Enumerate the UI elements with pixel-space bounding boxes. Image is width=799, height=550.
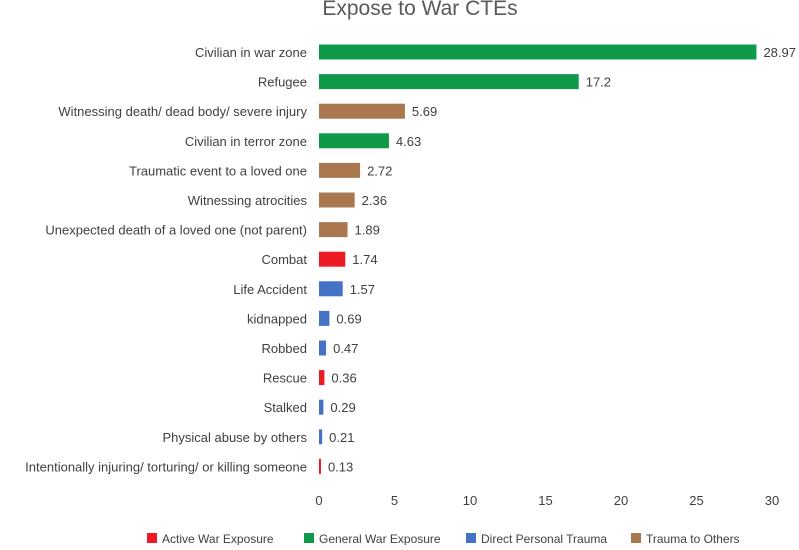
- bar-group: Rescue 0.36: [263, 370, 357, 386]
- data-label: 28.97: [763, 45, 796, 60]
- x-axis: 0 5 10 15 20 25 30: [315, 493, 779, 508]
- x-tick-label: 10: [463, 493, 477, 508]
- legend-item: Active War Exposure: [147, 532, 274, 546]
- data-label: 17.2: [586, 75, 611, 90]
- data-label: 2.36: [362, 193, 387, 208]
- bar-group: Civilian in terror zone 4.63: [185, 133, 421, 149]
- category-label: Civilian in war zone: [195, 45, 307, 60]
- bars-layer: Civilian in war zone 28.97 Refugee 17.2 Witn…: [25, 44, 796, 474]
- category-label: Witnessing death/ dead body/ severe inju…: [58, 104, 307, 119]
- data-label: 4.63: [396, 134, 421, 149]
- bar-group: Life Accident 1.57: [233, 281, 375, 297]
- data-label: 0.29: [330, 400, 355, 415]
- category-label: Robbed: [261, 341, 307, 356]
- category-label: Witnessing atrocities: [188, 193, 308, 208]
- legend-swatch: [466, 533, 476, 543]
- data-label: 0.21: [329, 430, 354, 445]
- bar: [319, 162, 361, 178]
- bar: [319, 281, 343, 297]
- bar: [319, 370, 325, 386]
- category-label: Stalked: [264, 400, 307, 415]
- category-label: Physical abuse by others: [162, 430, 307, 445]
- legend-swatch: [147, 533, 157, 543]
- legend-label: Active War Exposure: [162, 532, 274, 545]
- data-label: 5.69: [412, 104, 437, 119]
- bar-group: Robbed 0.47: [261, 340, 358, 356]
- bar: [319, 399, 324, 415]
- bar-group: Traumatic event to a loved one 2.72: [129, 162, 392, 178]
- category-label: kidnapped: [247, 311, 307, 326]
- bar: [319, 429, 323, 445]
- bar: [319, 74, 579, 90]
- data-label: 1.74: [352, 252, 377, 267]
- data-label: 1.57: [350, 282, 375, 297]
- bar-group: Witnessing death/ dead body/ severe inju…: [58, 103, 437, 119]
- bar-group: Civilian in war zone 28.97: [195, 44, 796, 60]
- category-label: Traumatic event to a loved one: [129, 163, 307, 178]
- legend-label: Direct Personal Trauma: [481, 532, 607, 545]
- bar: [319, 133, 389, 149]
- bar-group: Combat 1.74: [261, 251, 378, 267]
- bar-group: kidnapped 0.69: [247, 310, 362, 326]
- category-label: Life Accident: [233, 282, 307, 297]
- category-label: Rescue: [263, 371, 307, 386]
- legend-swatch: [304, 533, 314, 543]
- bar-group: Witnessing atrocities 2.36: [188, 192, 387, 208]
- category-label: Civilian in terror zone: [185, 134, 307, 149]
- bar-group: Unexpected death of a loved one (not par…: [45, 222, 380, 238]
- data-label: 1.89: [355, 223, 380, 238]
- data-label: 0.47: [333, 341, 358, 356]
- bar-group: Stalked 0.29: [264, 399, 356, 415]
- bar: [319, 310, 330, 326]
- bar-group: Intentionally injuring/ torturing/ or ki…: [25, 458, 353, 474]
- legend-item: Trauma to Others: [631, 532, 740, 546]
- bar: [319, 192, 355, 208]
- bar: [319, 458, 321, 474]
- bar: [319, 103, 405, 119]
- data-label: 0.13: [328, 459, 353, 474]
- category-label: Refugee: [258, 75, 307, 90]
- data-label: 2.72: [367, 163, 392, 178]
- bar: [319, 251, 346, 267]
- x-tick-label: 0: [315, 493, 322, 508]
- data-label: 0.36: [331, 371, 356, 386]
- legend-label: General War Exposure: [319, 532, 441, 545]
- legend-swatch: [631, 533, 641, 543]
- chart-title: Expose to War CTEs: [322, 0, 517, 20]
- bar-group: Physical abuse by others 0.21: [162, 429, 354, 445]
- bar-group: Refugee 17.2: [258, 74, 611, 90]
- category-label: Intentionally injuring/ torturing/ or ki…: [25, 459, 307, 474]
- x-tick-label: 20: [614, 493, 628, 508]
- x-tick-label: 15: [538, 493, 552, 508]
- legend: Active War Exposure General War Exposure D…: [147, 532, 740, 546]
- x-tick-label: 25: [689, 493, 703, 508]
- category-label: Combat: [261, 252, 307, 267]
- x-tick-label: 5: [391, 493, 398, 508]
- bar: [319, 44, 757, 60]
- legend-item: General War Exposure: [304, 532, 441, 546]
- bar: [319, 222, 348, 238]
- bar: [319, 340, 327, 356]
- legend-item: Direct Personal Trauma: [466, 532, 607, 546]
- x-tick-label: 30: [765, 493, 779, 508]
- legend-label: Trauma to Others: [646, 532, 740, 545]
- category-label: Unexpected death of a loved one (not par…: [45, 223, 307, 238]
- data-label: 0.69: [336, 311, 361, 326]
